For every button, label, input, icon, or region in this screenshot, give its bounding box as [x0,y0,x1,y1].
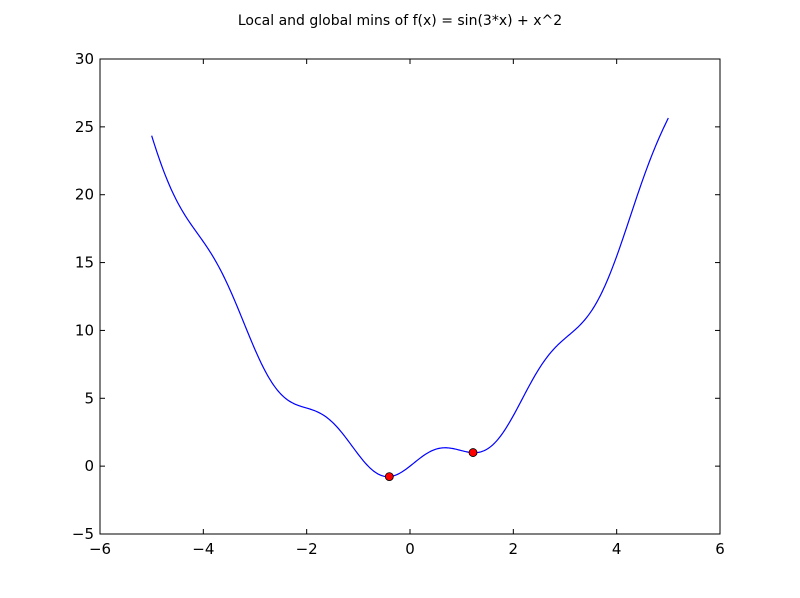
y-tick-label: 0 [84,457,94,475]
minimum-point [468,448,478,457]
x-tick-label: −4 [192,540,214,558]
x-tick-label: 2 [509,540,519,558]
y-tick-label: 25 [75,118,94,136]
y-tick-label: 20 [75,186,94,204]
y-tick-label: 5 [84,389,94,407]
x-tick-label: −6 [89,540,111,558]
series-line [151,117,669,478]
minima-markers [384,448,478,481]
minimum-point [384,472,394,481]
x-tick-label: −2 [296,540,318,558]
axis-ticks [99,58,721,535]
x-tick-label: 6 [715,540,725,558]
y-tick-label: 30 [75,50,94,68]
y-tick-labels: −5 0 5 10 15 20 25 30 [72,50,94,543]
plot-area-frame [99,58,721,535]
x-tick-label: 0 [405,540,415,558]
y-tick-label: 10 [75,321,94,339]
chart-title: Local and global mins of f(x) = sin(3*x)… [238,13,562,29]
x-tick-label: 4 [612,540,622,558]
x-tick-labels: −6 −4 −2 0 2 4 6 [89,540,725,558]
y-tick-label: 15 [75,254,94,272]
y-tick-label: −5 [72,525,94,543]
